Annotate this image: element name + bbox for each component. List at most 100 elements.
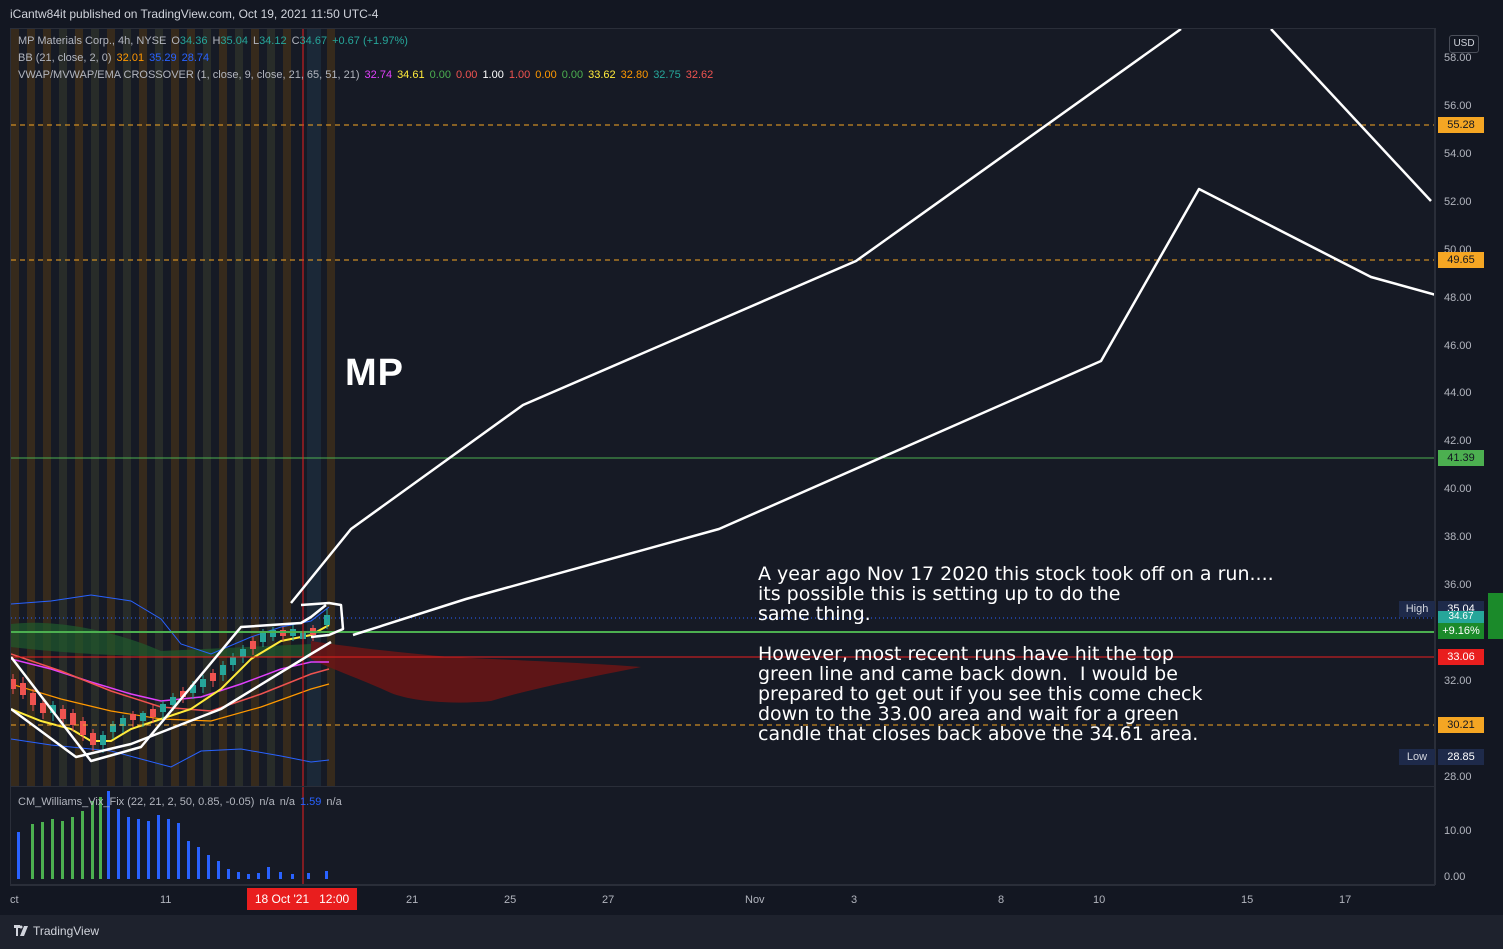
price-tick: 28.00 (1444, 771, 1472, 783)
time-tick: 27 (602, 894, 615, 906)
annotation-line: its possible this is setting up to do th… (758, 583, 1121, 605)
annotation-line: prepared to get out if you see this come… (758, 683, 1203, 705)
level-badge-49-65: 49.65 (1438, 252, 1484, 268)
vwap-v6: 0.00 (535, 69, 557, 81)
time-tick: 25 (504, 894, 517, 906)
symbol-annotation-title: MP (345, 352, 404, 394)
high-value: 35.04 (220, 35, 248, 47)
chart-area[interactable] (10, 28, 1435, 885)
time-tick: 17 (1339, 894, 1352, 906)
price-tick: 32.00 (1444, 675, 1472, 687)
publish-info: iCantw84it published on TradingView.com,… (10, 7, 379, 21)
vwap-legend[interactable]: VWAP/MVWAP/EMA CROSSOVER (1, close, 9, c… (18, 69, 718, 81)
vwap-v0: 32.74 (364, 69, 393, 81)
crosshair-time-label: 18 Oct '21 12:00 (247, 888, 357, 910)
time-tick: Nov (745, 894, 765, 906)
vwap-v2: 0.00 (429, 69, 452, 81)
level-badge-33-06: 33.06 (1438, 649, 1484, 665)
price-tick: 46.00 (1444, 340, 1472, 352)
publish-header: iCantw84it published on TradingView.com,… (0, 0, 1503, 28)
vwap-v4: 1.00 (482, 69, 504, 81)
vwap-v5: 1.00 (508, 69, 531, 81)
time-tick: 8 (998, 894, 1005, 906)
time-tick: 3 (851, 894, 858, 906)
vwap-v7: 0.00 (561, 69, 584, 81)
price-scale-bar (1488, 593, 1503, 639)
vix-label: CM_Williams_Vix_Fix (22, 21, 2, 50, 0.85… (18, 796, 255, 808)
open-label: O (171, 35, 180, 47)
close-label: C (291, 35, 300, 47)
vix-v2: n/a (279, 796, 295, 808)
bb-upper-value: 35.29 (149, 52, 177, 64)
time-tick: 15 (1241, 894, 1254, 906)
vwap-v8: 33.62 (588, 69, 616, 81)
annotation-line: candle that closes back above the 34.61 … (758, 723, 1199, 745)
price-tick: 58.00 (1444, 52, 1472, 64)
low-price-badge: 28.85 (1438, 749, 1484, 765)
current-change-badge: +9.16% (1438, 623, 1484, 639)
ichimoku-cloud-red (311, 641, 641, 703)
bb-lower (11, 738, 330, 768)
annotation-line: same thing. (758, 603, 871, 625)
low-label: Low (1399, 749, 1435, 765)
price-tick: 36.00 (1444, 579, 1472, 591)
bb-basis: 32.01 (116, 52, 145, 64)
time-axis[interactable]: ct 11 21 25 27 Nov 3 8 10 15 17 (10, 885, 1435, 915)
change-value: +0.67 (+1.97%) (332, 35, 408, 47)
vix-histogram (17, 791, 328, 879)
high-label: High (1399, 601, 1435, 617)
level-badge-55-28: 55.28 (1438, 117, 1484, 133)
low-value: 34.12 (259, 35, 287, 47)
candles (11, 609, 330, 753)
price-tick: 54.00 (1444, 148, 1472, 160)
footer: TradingView (0, 915, 1503, 949)
price-tick: 42.00 (1444, 435, 1472, 447)
price-tick: 52.00 (1444, 196, 1472, 208)
price-tick: 40.00 (1444, 483, 1472, 495)
current-price-badge: 34.67 (1438, 611, 1484, 623)
time-tick: 21 (406, 894, 419, 906)
footer-brand: TradingView (33, 924, 100, 938)
vwap-label: VWAP/MVWAP/EMA CROSSOVER (1, close, 9, c… (18, 69, 360, 81)
bb-upper (11, 594, 330, 655)
vix-legend[interactable]: CM_Williams_Vix_Fix (22, 21, 2, 50, 0.85… (18, 796, 347, 808)
time-tick: 10 (1093, 894, 1106, 906)
tradingview-logo-icon (14, 925, 28, 936)
annotation-line: A year ago Nov 17 2020 this stock took o… (758, 563, 1274, 585)
symbol-name: MP Materials Corp., 4h, NYSE (18, 35, 167, 47)
vwap-v1: 34.61 (397, 69, 425, 81)
vix-v1: n/a (259, 796, 275, 808)
vwap-v11: 32.62 (685, 69, 714, 81)
currency-button[interactable]: USD (1449, 35, 1479, 53)
vix-v4: n/a (326, 796, 342, 808)
price-tick: 44.00 (1444, 387, 1472, 399)
vix-v3: 1.59 (300, 796, 322, 808)
vix-tick: 0.00 (1444, 871, 1466, 883)
price-tick: 56.00 (1444, 100, 1472, 112)
pane-separator[interactable] (10, 786, 1435, 787)
bb-label: BB (21, close, 2, 0) (18, 52, 112, 64)
session-stripes (11, 29, 335, 787)
low-label: L (252, 35, 260, 47)
ma-pink (11, 658, 329, 702)
vix-tick: 10.00 (1444, 825, 1472, 837)
vwap-v9: 32.80 (620, 69, 649, 81)
vwap-v10: 32.75 (653, 69, 681, 81)
annotation-line: green line and came back down. I would b… (758, 663, 1178, 685)
annotation-line: However, most recent runs have hit the t… (758, 643, 1174, 665)
vwap-v3: 0.00 (456, 69, 478, 81)
close-value: 34.67 (299, 35, 328, 47)
high-label: H (212, 35, 221, 47)
level-badge-41-39: 41.39 (1438, 450, 1484, 466)
price-tick: 38.00 (1444, 531, 1472, 543)
chart-drawings (11, 29, 1434, 884)
time-tick: 11 (160, 894, 172, 906)
trend-drawings (11, 29, 1434, 763)
ma-yellow (11, 624, 330, 742)
time-tick: ct (10, 894, 19, 906)
bb-legend[interactable]: BB (21, close, 2, 0) 32.01 35.29 28.74 (18, 52, 214, 64)
price-axis[interactable]: 58.00 56.00 54.00 52.00 50.00 48.00 46.0… (1435, 28, 1493, 885)
symbol-legend[interactable]: MP Materials Corp., 4h, NYSE O34.36 H35.04… (18, 35, 413, 47)
price-tick: 48.00 (1444, 292, 1472, 304)
annotation-line: down to the 33.00 area and wait for a gr… (758, 703, 1179, 725)
